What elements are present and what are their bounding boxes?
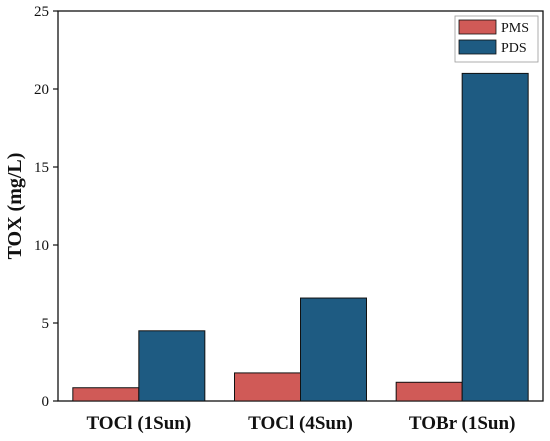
legend-label-pds: PDS	[501, 41, 527, 56]
y-tick-label: 0	[42, 394, 50, 410]
y-tick-label: 25	[34, 4, 49, 20]
y-tick-label: 5	[42, 316, 50, 332]
y-tick-label: 10	[34, 238, 49, 254]
legend-label-pms: PMS	[501, 21, 529, 36]
bar-pms-2	[395, 381, 463, 402]
x-axis: TOCl (1Sun) TOCl (4Sun) TOBr (1Sun)	[86, 413, 515, 434]
bar-pds-0	[138, 330, 206, 402]
x-category-label: TOCl (4Sun)	[248, 413, 353, 434]
y-tick-label: 20	[34, 82, 49, 98]
x-category-label: TOCl (1Sun)	[86, 413, 191, 434]
y-axis-title: TOX (mg/L)	[4, 153, 26, 260]
x-category-label: TOBr (1Sun)	[409, 413, 515, 434]
legend-swatch-pds	[458, 39, 497, 55]
legend-swatch-pms	[458, 19, 497, 35]
legend: PMS PDS	[454, 15, 539, 63]
bars	[72, 72, 529, 402]
bar-pds-2	[461, 72, 529, 402]
bar-pms-0	[72, 387, 140, 402]
y-tick-label: 15	[34, 160, 49, 176]
y-axis: 0 5 10 15 20 25	[34, 4, 58, 410]
bar-pds-1	[300, 297, 367, 402]
bar-pms-1	[234, 372, 301, 402]
